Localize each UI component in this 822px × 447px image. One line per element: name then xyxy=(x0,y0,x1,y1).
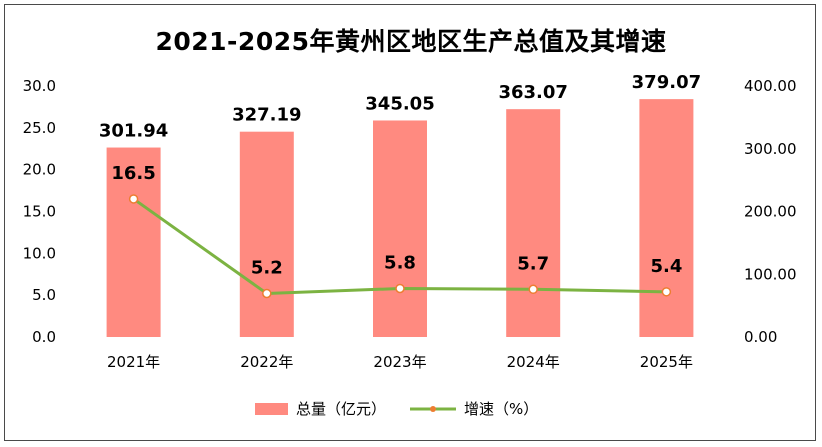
line-value-labels: 16.5 5.2 5.8 5.7 5.4 xyxy=(111,163,682,279)
left-axis-tick-label: 5.0 xyxy=(32,286,56,304)
line-value-label: 5.8 xyxy=(384,252,416,273)
x-axis-tick-label: 2021年 xyxy=(107,353,160,371)
x-axis-tick-label: 2024年 xyxy=(507,353,560,371)
bar xyxy=(106,147,161,337)
line-value-label: 5.2 xyxy=(251,257,283,278)
bar-value-label: 327.19 xyxy=(232,105,301,126)
bar xyxy=(506,109,561,337)
chart-title: 2021-2025年黄州区地区生产总值及其增速 xyxy=(155,27,667,56)
legend-line-marker xyxy=(430,406,436,412)
right-axis-tick-label: 100.00 xyxy=(744,265,797,283)
legend: 总量（亿元） 增速（%） xyxy=(255,400,538,418)
bar xyxy=(373,120,427,337)
left-axis: 0.0 5.0 10.0 15.0 20.0 25.0 30.0 xyxy=(23,77,56,346)
line-point xyxy=(395,283,405,294)
legend-bar-label: 总量（亿元） xyxy=(296,400,386,418)
left-axis-tick-label: 25.0 xyxy=(23,119,56,137)
bar-value-label: 345.05 xyxy=(365,93,434,114)
x-axis-tick-label: 2025年 xyxy=(640,353,693,371)
bar-value-label: 301.94 xyxy=(99,121,168,142)
line-point xyxy=(262,288,272,299)
left-axis-tick-label: 10.0 xyxy=(23,244,56,262)
right-axis-tick-label: 400.00 xyxy=(744,77,797,95)
x-axis-labels: 2021年 2022年 2023年 2024年 2025年 xyxy=(107,353,693,371)
x-axis-tick-label: 2022年 xyxy=(240,353,293,371)
left-axis-tick-label: 15.0 xyxy=(23,203,56,221)
bar xyxy=(239,131,294,337)
line-point xyxy=(128,194,139,204)
right-axis-tick-label: 300.00 xyxy=(744,140,797,158)
line-point xyxy=(528,284,538,295)
right-axis: 0.00 100.00 200.00 300.00 400.00 xyxy=(744,77,797,346)
legend-bar-swatch xyxy=(255,403,288,415)
right-axis-tick-label: 200.00 xyxy=(744,203,797,221)
left-axis-tick-label: 30.0 xyxy=(23,77,56,95)
line-value-label: 16.5 xyxy=(111,163,155,184)
bar xyxy=(639,99,694,337)
left-axis-tick-label: 20.0 xyxy=(23,161,56,179)
line-value-label: 5.4 xyxy=(650,256,682,277)
line-series xyxy=(128,194,672,299)
bar-value-label: 379.07 xyxy=(632,72,701,93)
line-point xyxy=(661,287,672,297)
bar-value-labels: 301.94 327.19 345.05 363.07 379.07 xyxy=(99,72,701,141)
bar-series xyxy=(106,99,694,337)
bar-value-label: 363.07 xyxy=(498,82,567,103)
line-value-label: 5.7 xyxy=(517,253,549,274)
x-axis-tick-label: 2023年 xyxy=(373,353,426,371)
legend-line-label: 增速（%） xyxy=(464,400,538,418)
left-axis-tick-label: 0.0 xyxy=(32,328,56,346)
right-axis-tick-label: 0.00 xyxy=(744,328,777,346)
